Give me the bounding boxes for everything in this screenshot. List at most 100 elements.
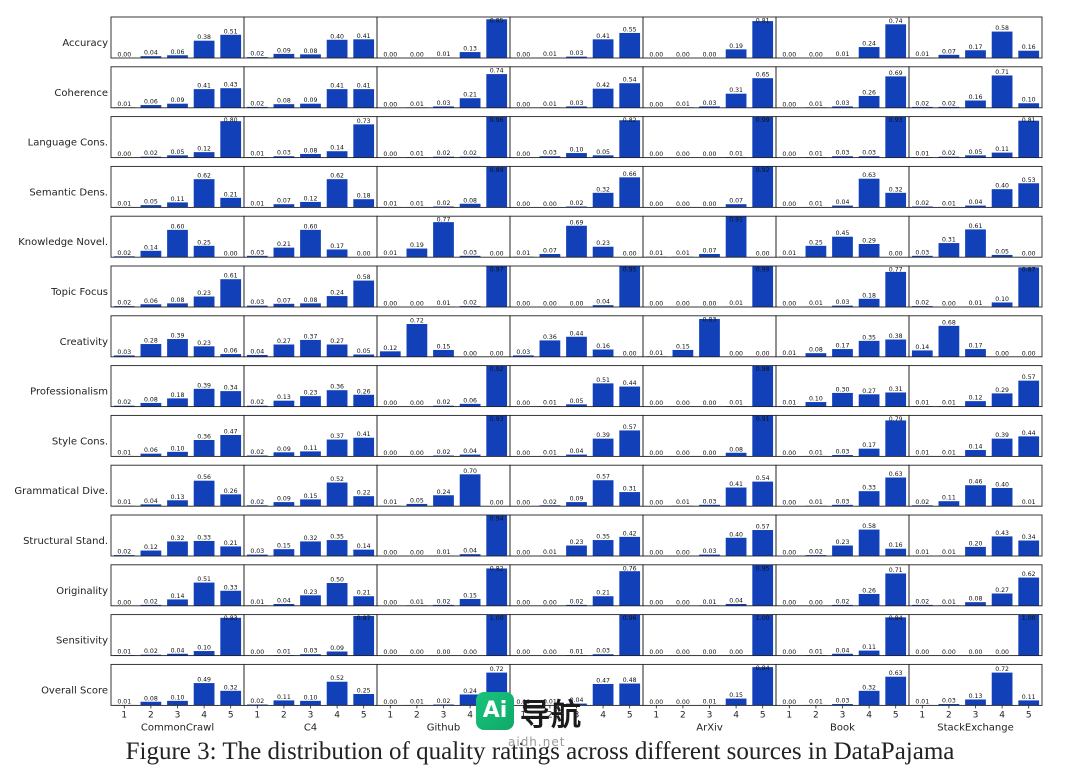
data-label: 0.14: [171, 593, 185, 600]
bar-r6-c1-s5: [353, 354, 375, 357]
data-label: 0.06: [144, 99, 158, 106]
data-label: 0.02: [463, 150, 477, 157]
data-label: 0.95: [623, 267, 637, 274]
data-label: 0.77: [437, 217, 451, 224]
data-label: 0.97: [490, 267, 504, 274]
bar-r3-c0-s4: [193, 179, 215, 208]
data-label: 0.16: [889, 542, 903, 549]
bar-r11-c3-s3: [566, 604, 587, 606]
data-label: 0.00: [490, 500, 504, 507]
data-label: 0.91: [756, 416, 770, 423]
data-label: 0.31: [889, 386, 903, 393]
data-label: 0.94: [490, 516, 504, 523]
data-label: 0.00: [383, 550, 397, 557]
data-label: 0.29: [995, 387, 1009, 394]
data-label: 0.40: [995, 183, 1009, 190]
data-label: 0.60: [304, 223, 318, 230]
metric-label-accuracy: Accuracy: [62, 38, 108, 49]
bar-r6-c5-s5: [885, 339, 907, 357]
data-label: 0.40: [995, 481, 1009, 488]
bar-r11-c2-s5: [486, 568, 508, 606]
bar-r4-c0-s3: [167, 229, 188, 258]
data-label: 0.71: [995, 69, 1009, 76]
bar-r12-c0-s4: [193, 651, 215, 656]
bar-r3-c3-s5: [619, 177, 641, 208]
bar-r0-c4-s5: [752, 21, 774, 59]
bar-r7-c5-s4: [858, 394, 880, 407]
data-label: 0.04: [144, 50, 158, 57]
data-label: 0.15: [437, 343, 451, 350]
data-label: 0.00: [969, 649, 983, 656]
data-label: 0.09: [277, 47, 291, 54]
data-label: 0.00: [543, 201, 557, 208]
bar-r0-c6-s5: [1018, 50, 1040, 58]
data-label: 0.00: [516, 550, 530, 557]
data-label: 0.00: [437, 649, 451, 656]
data-label: 0.00: [995, 649, 1009, 656]
data-label: 0.77: [889, 267, 903, 274]
data-label: 0.03: [250, 548, 264, 555]
x-tick-label: 1: [121, 710, 127, 720]
bar-r6-c1-s1: [246, 354, 268, 357]
bar-r9-c3-s3: [566, 502, 587, 507]
data-label: 0.01: [676, 499, 690, 506]
data-label: 0.33: [862, 485, 876, 492]
bar-r9-c5-s4: [858, 491, 880, 507]
data-label: 0.00: [676, 52, 690, 59]
data-label: 0.04: [463, 548, 477, 555]
bar-r11-c2-s4: [459, 598, 481, 606]
x-tick-label: 5: [361, 710, 367, 720]
data-label: 0.00: [915, 649, 929, 656]
bar-r4-c0-s4: [193, 245, 215, 258]
bar-r10-c3-s4: [592, 540, 614, 556]
bar-r4-c5-s2: [805, 245, 827, 258]
bar-r12-c5-s4: [858, 650, 880, 656]
data-label: 0.16: [596, 343, 610, 350]
bar-r11-c6-s4: [991, 593, 1013, 606]
data-label: 0.01: [915, 400, 929, 407]
data-label: 0.00: [516, 151, 530, 158]
data-label: 0.00: [649, 400, 663, 407]
data-label: 0.01: [942, 400, 956, 407]
data-label: 0.11: [171, 196, 185, 203]
bar-r12-c0-s5: [220, 617, 242, 656]
data-label: 0.00: [703, 450, 717, 457]
data-label: 0.01: [809, 649, 823, 656]
data-label: 0.01: [729, 300, 743, 307]
data-label: 0.03: [437, 100, 451, 107]
data-label: 0.31: [942, 237, 956, 244]
bar-r11-c1-s3: [300, 595, 321, 606]
data-label: 0.36: [330, 384, 344, 391]
data-label: 0.00: [383, 450, 397, 457]
data-label: 0.01: [543, 101, 557, 108]
bar-r6-c2-s1: [379, 351, 401, 357]
bar-r10-c0-s4: [193, 540, 215, 556]
data-label: 0.09: [277, 496, 291, 503]
bar-r3-c1-s5: [353, 199, 375, 208]
data-label: 0.02: [250, 51, 264, 58]
data-label: 0.03: [703, 100, 717, 107]
data-label: 0.10: [197, 645, 211, 652]
data-label: 0.00: [383, 101, 397, 108]
data-label: 0.72: [995, 666, 1009, 673]
panel-frame: [908, 464, 1043, 507]
data-label: 0.00: [676, 450, 690, 457]
bar-r7-c2-s4: [459, 403, 481, 407]
data-label: 0.27: [995, 587, 1009, 594]
bar-r11-c1-s4: [326, 583, 348, 606]
data-label: 0.18: [171, 392, 185, 399]
data-label: 0.00: [649, 52, 663, 59]
data-label: 0.14: [915, 344, 929, 351]
bar-r10-c1-s1: [246, 554, 268, 556]
bar-r9-c0-s2: [140, 504, 162, 507]
data-label: 0.00: [889, 251, 903, 258]
bar-r12-c0-s3: [167, 653, 188, 656]
bar-r3-c6-s1: [911, 206, 933, 208]
data-label: 0.93: [490, 416, 504, 423]
bar-r7-c5-s2: [805, 402, 827, 407]
data-label: 0.35: [862, 334, 876, 341]
x-tick-label: 2: [547, 710, 553, 720]
data-label: 0.02: [570, 598, 584, 605]
data-label: 0.21: [463, 92, 477, 99]
data-label: 0.00: [782, 599, 796, 606]
